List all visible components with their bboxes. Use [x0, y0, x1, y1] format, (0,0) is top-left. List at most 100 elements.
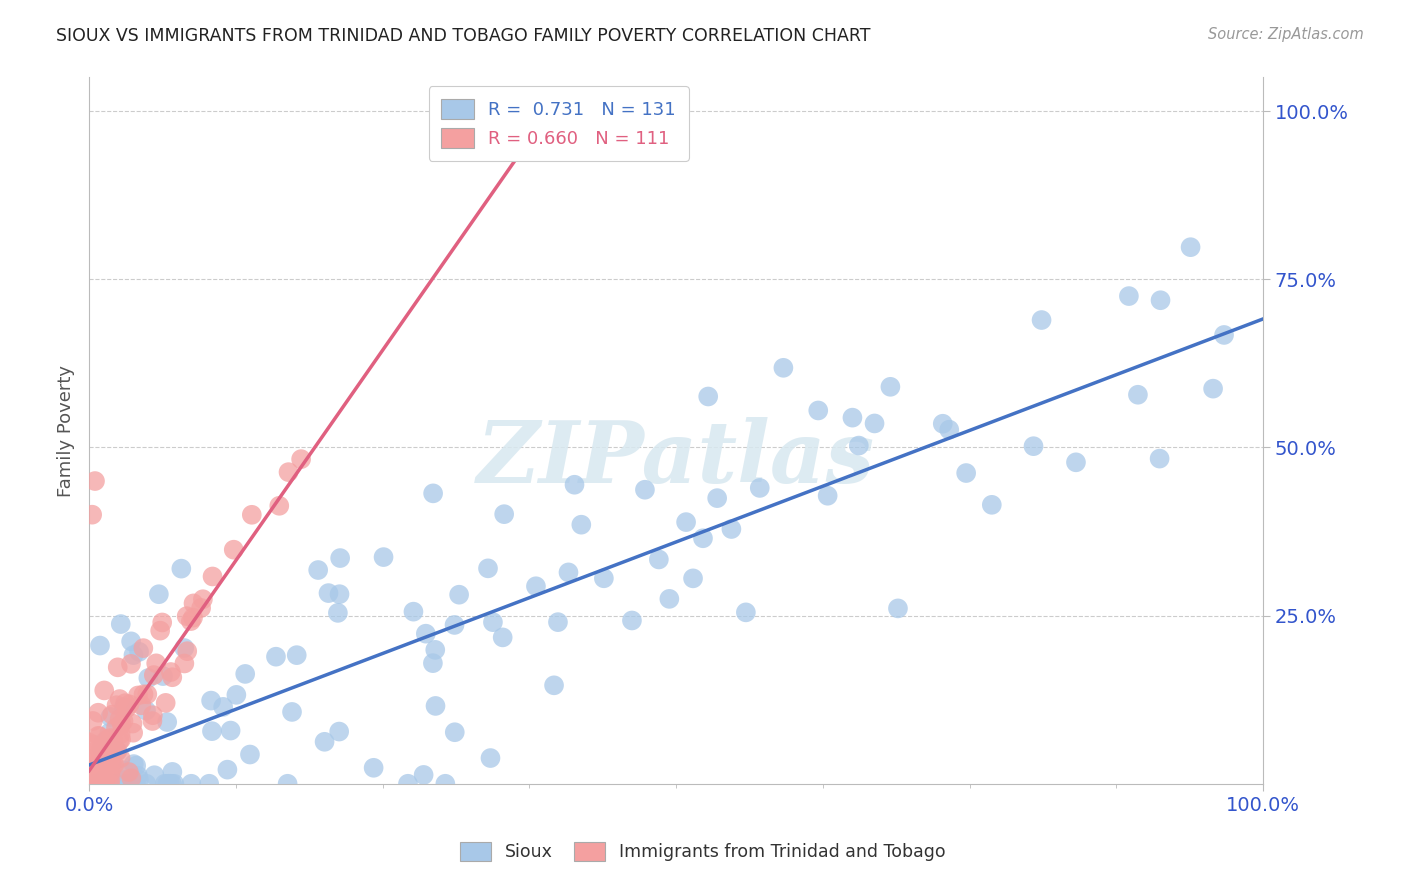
- Point: [97, 777, 120, 791]
- Point: [112, 714, 135, 728]
- Point: [79, 777, 101, 791]
- Point: [79, 777, 101, 791]
- Point: [160, 777, 183, 791]
- Point: [117, 777, 139, 791]
- Point: [118, 698, 141, 712]
- Point: [1064, 455, 1087, 469]
- Point: [82, 777, 104, 791]
- Point: [83, 761, 105, 775]
- Point: [101, 707, 124, 722]
- Point: [720, 522, 742, 536]
- Point: [86, 776, 108, 790]
- Point: [326, 606, 349, 620]
- Point: [103, 734, 125, 748]
- Point: [107, 660, 129, 674]
- Point: [98, 754, 121, 768]
- Point: [212, 699, 235, 714]
- Point: [80, 777, 103, 791]
- Point: [132, 687, 155, 701]
- Point: [98, 725, 121, 739]
- Point: [79, 777, 101, 791]
- Point: [112, 700, 135, 714]
- Point: [269, 499, 291, 513]
- Point: [89, 639, 111, 653]
- Point: [82, 777, 104, 791]
- Point: [87, 729, 110, 743]
- Point: [79, 777, 101, 791]
- Point: [1031, 313, 1053, 327]
- Point: [87, 757, 110, 772]
- Point: [105, 698, 128, 713]
- Point: [277, 777, 299, 791]
- Point: [159, 665, 181, 679]
- Point: [173, 640, 195, 655]
- Point: [841, 410, 863, 425]
- Point: [110, 751, 132, 765]
- Point: [524, 579, 547, 593]
- Point: [89, 777, 111, 791]
- Point: [122, 725, 145, 739]
- Point: [156, 777, 179, 791]
- Point: [141, 714, 163, 728]
- Point: [314, 735, 336, 749]
- Point: [449, 588, 471, 602]
- Point: [135, 704, 157, 718]
- Point: [955, 466, 977, 480]
- Point: [86, 777, 108, 791]
- Point: [155, 696, 177, 710]
- Point: [94, 777, 117, 791]
- Point: [477, 561, 499, 575]
- Point: [100, 710, 122, 724]
- Point: [239, 747, 262, 762]
- Point: [93, 777, 115, 791]
- Point: [108, 712, 131, 726]
- Point: [114, 777, 136, 791]
- Point: [373, 550, 395, 565]
- Point: [98, 777, 121, 791]
- Point: [363, 761, 385, 775]
- Point: [557, 566, 579, 580]
- Point: [128, 772, 150, 787]
- Point: [100, 764, 122, 779]
- Point: [82, 761, 104, 775]
- Point: [93, 736, 115, 750]
- Point: [142, 708, 165, 723]
- Point: [97, 777, 120, 791]
- Point: [136, 687, 159, 701]
- Point: [80, 777, 103, 791]
- Point: [434, 777, 457, 791]
- Point: [692, 531, 714, 545]
- Point: [120, 772, 142, 786]
- Point: [219, 723, 242, 738]
- Point: [675, 515, 697, 529]
- Point: [90, 743, 112, 757]
- Point: [91, 761, 114, 775]
- Point: [97, 777, 120, 791]
- Point: [89, 744, 111, 758]
- Point: [1180, 240, 1202, 254]
- Point: [848, 439, 870, 453]
- Point: [120, 634, 142, 648]
- Point: [225, 688, 247, 702]
- Point: [569, 517, 592, 532]
- Point: [82, 738, 104, 752]
- Point: [124, 777, 146, 791]
- Point: [620, 614, 643, 628]
- Point: [114, 772, 136, 787]
- Text: ZIPatlas: ZIPatlas: [477, 417, 875, 500]
- Point: [108, 692, 131, 706]
- Point: [112, 764, 135, 778]
- Point: [443, 618, 465, 632]
- Point: [125, 758, 148, 772]
- Point: [706, 491, 728, 505]
- Point: [176, 644, 198, 658]
- Point: [176, 609, 198, 624]
- Point: [103, 757, 125, 772]
- Point: [131, 698, 153, 713]
- Point: [307, 563, 329, 577]
- Point: [159, 777, 181, 791]
- Point: [328, 587, 350, 601]
- Point: [91, 757, 114, 772]
- Point: [281, 705, 304, 719]
- Point: [80, 777, 103, 791]
